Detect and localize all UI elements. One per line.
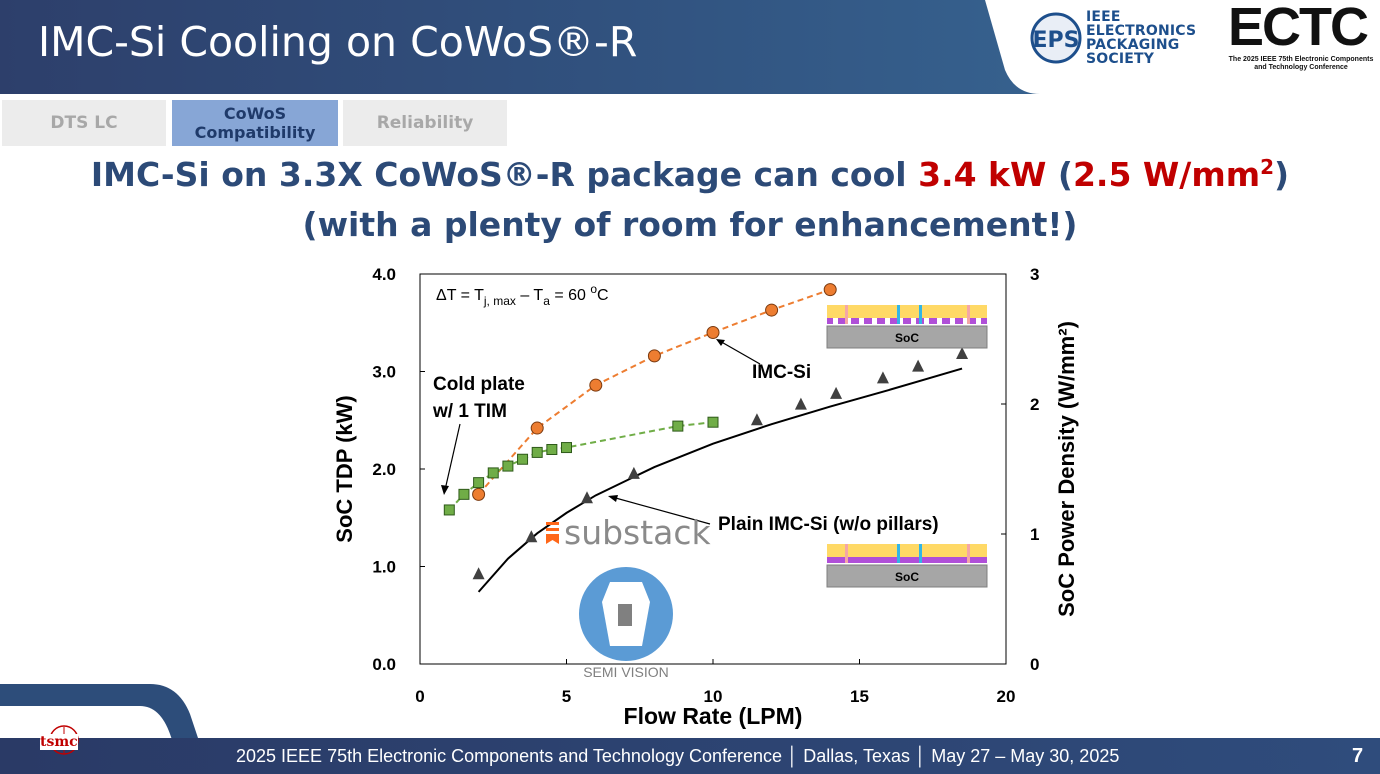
plain-imc-inset: SoC [826,544,988,588]
cold-plate-point [458,488,470,500]
plain-imc-point [750,413,763,426]
cold-plate-label-1: Cold plate [433,374,525,395]
plain-imc-label: Plain IMC-Si (w/o pillars) [718,514,939,535]
imc-si-point [530,421,544,435]
ectc-subtitle: The 2025 IEEE 75th Electronic Components… [1228,56,1374,71]
y-tick-label: 0.0 [372,655,396,674]
imc-si-point [823,283,837,297]
svg-text:EPS: EPS [1033,28,1080,53]
cold-plate-label-2: w/ 1 TIM [432,401,507,422]
logo-panel: EPS [985,0,1380,94]
imc-si-inset: SoC [826,305,988,349]
cold-plate-point [517,453,529,465]
y2-tick-label: 0 [1030,655,1039,674]
cold-plate-arrowhead [441,485,449,495]
cold-plate-point [561,442,572,454]
plain-imc-point [581,491,594,504]
headline-line-1: IMC-Si on 3.3X CoWoS®-R package can cool… [90,155,1290,194]
headline: IMC-Si on 3.3X CoWoS®-R package can cool… [0,150,1380,250]
y-tick-label: 3.0 [372,363,396,382]
cold-plate-point [487,467,499,479]
footer-text: 2025 IEEE 75th Electronic Components and… [236,746,1120,766]
y2-tick-label: 3 [1030,265,1039,284]
imc-si-point [472,487,486,501]
ectc-logo: ECTC [1228,0,1369,57]
imc-si-point [589,378,603,392]
plain-imc-point [956,346,969,359]
plain-imc-arrow [611,496,711,525]
substack-text: substack [564,513,712,552]
tab-reliability[interactable]: Reliability [343,100,507,146]
cold-plate-point [707,416,719,428]
semivision-logo: SEMI VISION [579,567,673,680]
imc-si-label: IMC-Si [752,362,811,383]
x-tick-label: 20 [997,687,1016,706]
eps-logo-text: IEEE ELECTRONICS PACKAGING SOCIETY [1086,9,1197,67]
plain-imc-point [525,530,538,543]
x-tick-label: 15 [850,687,869,706]
tab-dts-lc[interactable]: DTS LC [2,100,166,146]
series-line-1 [448,421,714,511]
semivision-text: SEMI VISION [583,664,669,680]
headline-line-2: (with a plenty of room for enhancement!) [302,205,1078,244]
series-line-0 [477,288,831,496]
y-tick-label: 4.0 [372,265,396,284]
soc-label: SoC [895,570,919,584]
imc-si-arrowhead [716,339,725,346]
footer-bar [0,738,1380,774]
cold-plate-point [502,460,514,472]
tsmc-logo: tsmc [36,724,92,768]
soc-label: SoC [895,331,919,345]
y2-tick-label: 2 [1030,395,1039,414]
plain-imc-arrowhead [608,495,618,502]
plain-imc-point [627,466,640,479]
y-axis-label: SoC TDP (kW) [332,395,357,542]
plain-imc-point [912,359,925,372]
tdp-chart: 0 5 10 15 20 0.0 1.0 2.0 3.0 4.0 0 1 2 3 Flow Rate (LP… [332,265,1079,729]
plain-imc-point [876,371,889,384]
plain-imc-point [472,567,485,580]
header-title: IMC-Si Cooling on CoWoS®-R [38,18,638,66]
y-tick-label: 1.0 [372,558,396,577]
x-tick-label: 10 [704,687,723,706]
cold-plate-point [546,444,558,455]
cold-plate-arrow [444,423,461,491]
cold-plate-point [473,477,485,489]
cold-plate-point [531,446,543,458]
page-number: 7 [1352,745,1364,767]
x-tick-label: 5 [562,687,571,706]
imc-si-point [765,303,779,317]
imc-si-point [706,326,720,339]
eps-logo-icon: EPS [1030,12,1082,64]
y2-tick-label: 1 [1030,525,1039,544]
imc-si-arrow [717,339,761,365]
tab-cowos-compatibility[interactable]: CoWoS Compatibility [172,100,338,146]
cold-plate-point [672,420,684,432]
y2-axis-label: SoC Power Density (W/mm²) [1054,321,1079,617]
x-axis-label: Flow Rate (LPM) [624,703,803,729]
cold-plate-point [443,504,455,516]
delta-t-annotation: ΔT = Tj, max – Ta = 60 oC [436,282,609,308]
substack-watermark: substack [546,513,712,552]
imc-si-point [647,349,661,363]
plain-imc-point [794,397,807,410]
plain-imc-point [830,386,843,399]
x-tick-label: 0 [415,687,424,706]
y-tick-label: 2.0 [372,460,396,479]
